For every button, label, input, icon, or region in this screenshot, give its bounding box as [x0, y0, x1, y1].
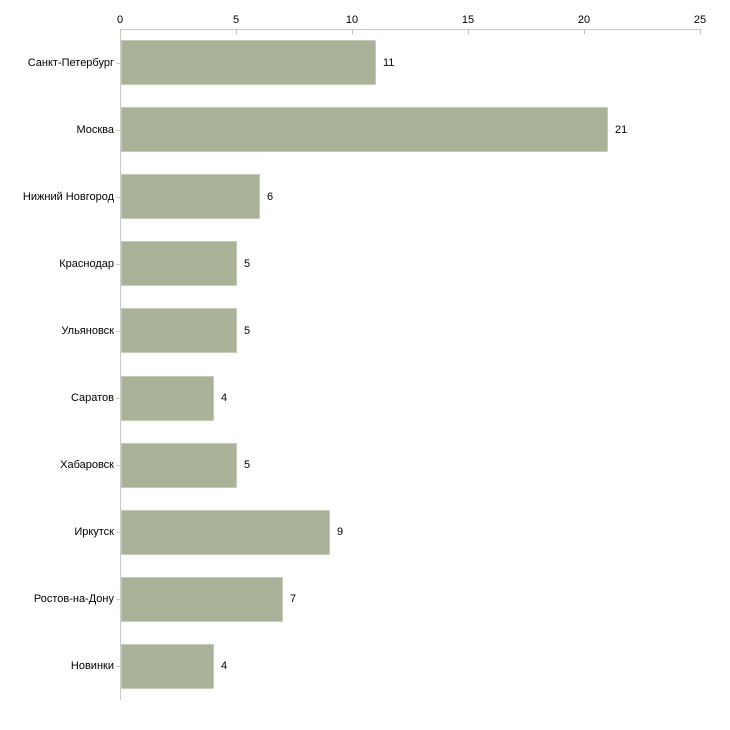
category-label: Краснодар: [59, 258, 114, 270]
value-label: 5: [244, 325, 251, 337]
bar: [121, 241, 237, 286]
x-tick-label: 15: [461, 14, 475, 26]
value-label: 7: [290, 593, 297, 605]
x-tick-mark: [700, 30, 701, 34]
value-label: 21: [615, 124, 628, 136]
category-label: Ростов-на-Дону: [33, 593, 114, 605]
y-tick-mark: [116, 465, 120, 466]
value-label: 9: [337, 526, 344, 538]
category-label: Нижний Новгород: [22, 191, 114, 203]
y-tick-mark: [116, 398, 120, 399]
y-tick-mark: [116, 666, 120, 667]
category-label: Москва: [76, 124, 114, 136]
y-tick-mark: [116, 264, 120, 265]
y-tick-mark: [116, 197, 120, 198]
value-label: 4: [221, 392, 228, 404]
y-tick-mark: [116, 63, 120, 64]
bar: [121, 443, 237, 488]
bar: [121, 376, 214, 421]
bar: [121, 107, 608, 152]
x-tick-label: 25: [693, 14, 707, 26]
y-tick-mark: [116, 130, 120, 131]
value-label: 4: [221, 660, 228, 672]
category-label: Саратов: [70, 392, 114, 404]
x-tick-mark: [236, 30, 237, 34]
y-tick-mark: [116, 331, 120, 332]
bar: [121, 510, 330, 555]
x-tick-mark: [584, 30, 585, 34]
x-tick-mark: [352, 30, 353, 34]
category-label: Хабаровск: [60, 459, 114, 471]
value-label: 6: [267, 191, 274, 203]
category-label: Иркутск: [74, 526, 114, 538]
x-tick-label: 0: [116, 14, 124, 26]
x-tick-label: 20: [577, 14, 591, 26]
bar: [121, 644, 214, 689]
category-label: Санкт-Петербург: [27, 57, 114, 69]
bar: [121, 174, 260, 219]
x-tick-mark: [468, 30, 469, 34]
x-tick-label: 10: [345, 14, 359, 26]
bar: [121, 577, 283, 622]
value-label: 5: [244, 459, 251, 471]
bar: [121, 40, 376, 85]
x-tick-mark: [120, 30, 121, 34]
value-label: 11: [383, 57, 395, 69]
y-axis-line: [120, 29, 121, 700]
bar: [121, 308, 237, 353]
category-label: Ульяновск: [61, 325, 114, 337]
category-label: Новинки: [70, 660, 114, 672]
x-axis-line: [120, 29, 702, 30]
y-tick-mark: [116, 599, 120, 600]
value-label: 5: [244, 258, 251, 270]
x-tick-label: 5: [232, 14, 240, 26]
y-tick-mark: [116, 532, 120, 533]
